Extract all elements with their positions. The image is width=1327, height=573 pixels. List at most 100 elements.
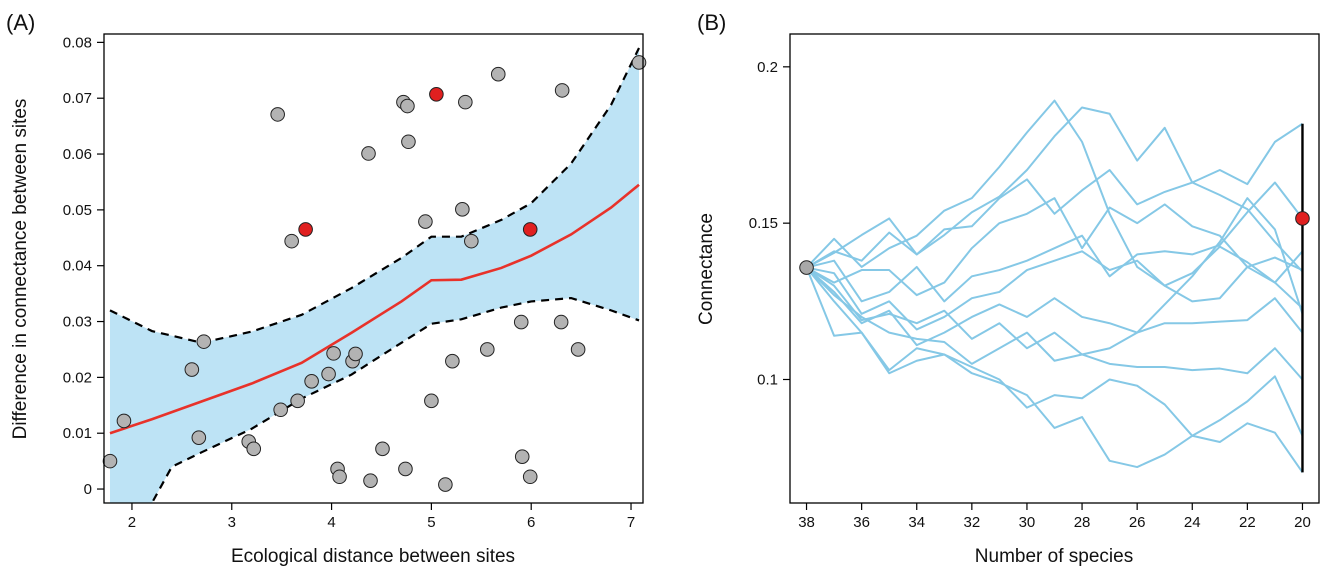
scatter-point [246, 441, 262, 457]
scatter-point [424, 393, 439, 409]
panel-b-frame [789, 33, 1320, 504]
y-tick-label: 0 [84, 481, 92, 498]
series-line [805, 266, 1304, 381]
highlight-point [522, 222, 538, 237]
scatter-point [464, 233, 479, 249]
scatter-point [522, 469, 538, 485]
panel-b-label: (B) [697, 10, 726, 35]
panel-b-lines: (B) 38 36 34 32 30 28 26 24 22 20 0.1 0.15 0.2 Numb… [696, 10, 1320, 567]
scatter-point [363, 473, 378, 488]
panel-a-label: (A) [6, 10, 35, 35]
y-axis-ticks: 0 0.01 0.02 0.03 0.04 0.05 0.06 0.07 0.08 [63, 34, 104, 498]
trajectory-lines-group [805, 99, 1304, 473]
y-tick-label: 0.2 [757, 59, 778, 76]
x-tick-label: 36 [853, 514, 870, 531]
series-line [806, 106, 1304, 269]
series-line [805, 197, 1304, 347]
x-axis-label: Number of species [975, 546, 1133, 567]
y-tick-label: 0.15 [749, 215, 778, 232]
x-tick-label: 5 [427, 514, 435, 531]
lower-bound-line [150, 296, 640, 503]
scatter-point [631, 55, 647, 70]
series-line [805, 267, 1304, 469]
series-line [805, 266, 1304, 356]
x-tick-label: 30 [1019, 514, 1036, 531]
y-tick-label: 0.04 [63, 258, 92, 275]
series-line [806, 169, 1304, 273]
series-line [806, 250, 1303, 331]
scatter-point [361, 146, 376, 161]
series-line [805, 266, 1304, 473]
scatter-point [270, 107, 285, 122]
scatter-point [304, 373, 319, 389]
scatter-point [102, 453, 118, 469]
scatter-point [116, 413, 132, 429]
scatter-point [184, 362, 200, 377]
scatter-point [445, 353, 460, 369]
y-tick-label: 0.1 [757, 371, 778, 388]
x-tick-label: 38 [798, 514, 815, 531]
fit-lines-group [109, 47, 640, 503]
scatter-point [553, 314, 569, 330]
scatter-point [273, 402, 288, 418]
y-tick-label: 0.03 [63, 314, 92, 331]
scatter-point [418, 214, 433, 229]
scatter-point [196, 334, 212, 349]
y-tick-label: 0.01 [63, 425, 92, 442]
x-tick-label: 3 [228, 514, 236, 531]
scatter-point [570, 342, 586, 357]
scatter-point [348, 346, 363, 362]
scatter-point [479, 342, 495, 357]
scatter-point [191, 430, 207, 445]
x-tick-label: 32 [964, 514, 981, 531]
scatter-point [513, 314, 529, 330]
scatter-point [455, 202, 470, 217]
x-tick-label: 7 [627, 514, 635, 531]
y-tick-label: 0.06 [63, 146, 92, 163]
x-axis-ticks: 38 36 34 32 30 28 26 24 22 20 [798, 503, 1311, 531]
y-axis-label: Difference in connectance between sites [10, 99, 31, 440]
series-line [806, 181, 1304, 303]
scatter-point [458, 94, 473, 110]
y-tick-label: 0.05 [63, 202, 92, 219]
scatter-point [326, 346, 341, 361]
x-tick-label: 34 [908, 514, 925, 531]
end-point [1295, 211, 1310, 226]
x-tick-label: 22 [1239, 514, 1256, 531]
highlight-point [429, 87, 444, 102]
scatter-point [400, 98, 415, 114]
scatter-point [375, 441, 390, 457]
x-axis-label: Ecological distance between sites [231, 546, 515, 567]
scatter-point [290, 393, 305, 409]
series-line [806, 197, 1304, 297]
confidence-band [109, 47, 640, 503]
upper-bound-line [109, 47, 640, 344]
scatter-point [490, 66, 506, 82]
panel-a-scatter: (A) 2 3 4 5 6 7 0 0.01 0.02 0.03 0.04 0.05 0.06 0.07… [6, 10, 647, 567]
x-tick-label: 20 [1294, 514, 1311, 531]
scatter-point [284, 233, 299, 249]
y-tick-label: 0.07 [63, 90, 92, 107]
x-tick-label: 26 [1129, 514, 1146, 531]
scatter-point [554, 83, 570, 98]
scatter-point [514, 449, 530, 464]
scatter-point [401, 134, 416, 150]
y-axis-ticks: 0.1 0.15 0.2 [749, 59, 790, 388]
x-tick-label: 6 [527, 514, 535, 531]
series-line [805, 99, 1304, 309]
x-tick-label: 2 [128, 514, 136, 531]
confidence-band-group [109, 47, 640, 503]
start-point [799, 260, 814, 275]
x-tick-label: 24 [1184, 514, 1201, 531]
x-tick-label: 28 [1074, 514, 1091, 531]
end-marks-group [799, 123, 1310, 473]
panel-a-frame [103, 33, 644, 504]
x-axis-ticks: 2 3 4 5 6 7 [128, 503, 635, 531]
scatter-point [321, 366, 336, 382]
fit-line [109, 183, 640, 435]
y-tick-label: 0.08 [63, 34, 92, 51]
scatter-point [398, 461, 413, 477]
y-axis-label: Connectance [696, 213, 717, 325]
highlight-point [298, 222, 313, 237]
